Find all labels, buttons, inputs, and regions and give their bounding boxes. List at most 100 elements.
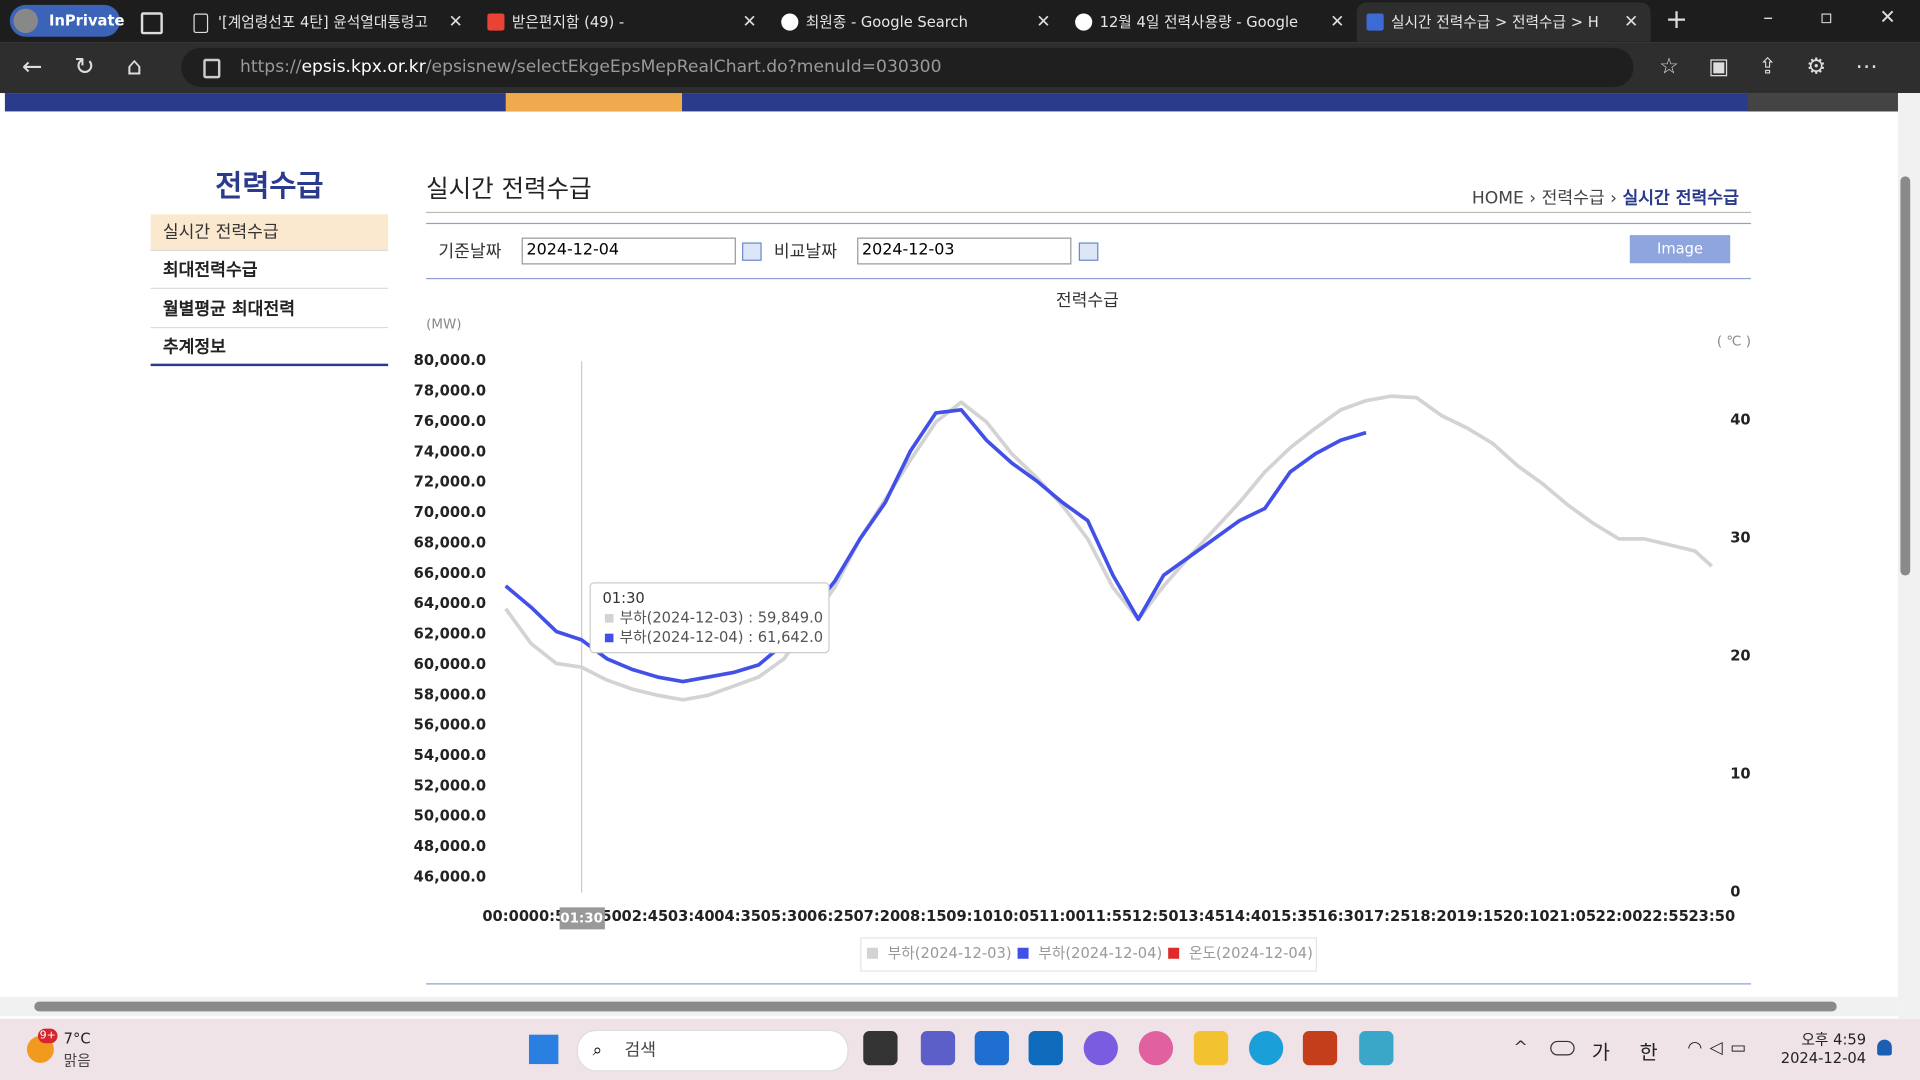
clock-time[interactable]: 오후 4:59 — [1801, 1031, 1867, 1049]
tooltip-title: 01:30 — [602, 590, 644, 607]
x-tick-label: 11:55 — [1085, 908, 1132, 925]
base-date-input[interactable]: 2024-12-04 — [521, 237, 736, 265]
tab-title: 최원종 - Google Search — [805, 13, 968, 31]
tab-actions[interactable] — [140, 12, 163, 35]
onedrive-icon[interactable] — [1550, 1040, 1575, 1056]
y2-tick-label: 20 — [1730, 647, 1750, 664]
app-icon[interactable] — [1248, 1031, 1284, 1066]
y-tick-label: 58,000.0 — [414, 686, 486, 703]
ime-lang[interactable]: 한 — [1639, 1040, 1658, 1065]
start-button[interactable] — [528, 1034, 559, 1065]
tab[interactable]: 12월 4일 전력사용량 - Google Se✕ — [1065, 2, 1356, 41]
x-tick-label: 08:15 — [900, 908, 947, 925]
base-date-label: 기준날짜 — [438, 242, 502, 263]
series-line — [504, 408, 1367, 684]
y2-tick-label: 40 — [1730, 411, 1750, 428]
address-bar[interactable]: https://epsis.kpx.or.kr/epsisnew/selectE… — [181, 47, 1634, 87]
menu-item[interactable]: 추계정보 — [150, 329, 389, 367]
inprivate-badge[interactable]: InPrivate — [9, 4, 124, 37]
toolbar-icons[interactable]: ☆▣⇪⚙⋯ — [1659, 53, 1907, 80]
x-tick-label: 04:35 — [714, 908, 761, 925]
y-tick-label: 50,000.0 — [414, 808, 486, 825]
x-tick-label: 02:45 — [621, 908, 668, 925]
divider — [426, 211, 1752, 214]
tab[interactable]: 받은편지함 (49) - dsyoon63@gm✕ — [478, 2, 769, 41]
url-path: /epsisnew/selectEkgeEpsMepRealChart.do?m… — [425, 57, 942, 78]
series-line — [504, 394, 1714, 702]
legend-swatch — [866, 947, 878, 959]
x-tick-label: 07:20 — [853, 908, 900, 925]
image-button[interactable]: Image — [1629, 235, 1731, 264]
top-nav-active[interactable] — [505, 93, 683, 112]
app-icon[interactable] — [1193, 1031, 1229, 1066]
app-icon[interactable] — [1138, 1031, 1174, 1066]
legend-label: 부하(2024-12-04) — [1038, 945, 1162, 962]
clock-date[interactable]: 2024-12-04 — [1780, 1049, 1867, 1067]
filter-bar — [426, 222, 1752, 280]
tab[interactable]: '[계엄령선포 4탄] 윤석열대통령고 ✕ — [184, 2, 475, 41]
tab-title: '[계엄령선포 4탄] 윤석열대통령고 — [217, 13, 428, 31]
crumb[interactable]: 전력수급 — [1541, 188, 1605, 209]
weather-text: 맑음 — [63, 1051, 91, 1069]
app-icon[interactable] — [920, 1031, 956, 1066]
app-icon[interactable] — [863, 1031, 898, 1066]
x-tick-label: 16:30 — [1317, 908, 1364, 925]
window-controls[interactable]: –▫✕ — [1763, 4, 1895, 29]
crumb[interactable]: HOME — [1471, 188, 1524, 209]
compare-date-input[interactable]: 2024-12-03 — [857, 237, 1072, 265]
app-icon[interactable] — [974, 1031, 1009, 1066]
crosshair-label-box — [559, 907, 605, 930]
y-tick-label: 56,000.0 — [414, 717, 486, 734]
weather-temp: 7°C — [63, 1029, 91, 1047]
y-tick-label: 54,000.0 — [414, 747, 486, 764]
app-icon[interactable] — [1028, 1031, 1063, 1066]
y-tick-label: 68,000.0 — [414, 534, 486, 551]
new-tab[interactable]: + — [1665, 4, 1688, 36]
notification-icon[interactable] — [1877, 1039, 1892, 1056]
tray-chevron[interactable]: ^ — [1513, 1038, 1528, 1058]
x-tick-label: 22:55 — [1642, 908, 1689, 925]
menu-item[interactable]: 월별평균 최대전력 — [150, 291, 389, 329]
x-tick-label: 11:00 — [1039, 908, 1086, 925]
calendar-icon[interactable] — [1078, 242, 1099, 261]
app-icon[interactable] — [1083, 1031, 1118, 1066]
y-tick-label: 52,000.0 — [414, 777, 486, 794]
breadcrumb: HOME › 전력수급 › 실시간 전력수급 — [1471, 188, 1739, 209]
calendar-icon[interactable] — [742, 242, 762, 261]
app-icon[interactable] — [1359, 1031, 1394, 1066]
y-axis-label: (MW) — [426, 317, 461, 332]
tooltip-item: 부하(2024-12-04) : 61,642.0 — [620, 629, 824, 646]
y-tick-label: 66,000.0 — [414, 565, 486, 582]
x-tick-label: 13:45 — [1178, 908, 1225, 925]
x-tick-label: 03:40 — [668, 908, 715, 925]
sidebar-title: 전력수급 — [215, 168, 324, 204]
menu-item-active[interactable]: 실시간 전력수급 — [150, 214, 389, 252]
x-tick-label: 10:05 — [993, 908, 1040, 925]
y2-tick-label: 0 — [1730, 884, 1740, 901]
x-tick-label: 05:30 — [761, 908, 808, 925]
y-tick-label: 80,000.0 — [414, 352, 486, 369]
badge: 9+ — [37, 1028, 58, 1044]
search-box[interactable]: 검색 ⌕ — [576, 1029, 849, 1072]
tooltip-item: 부하(2024-12-03) : 59,849.0 — [620, 609, 824, 626]
x-tick-label: 00:00 — [482, 908, 529, 925]
crosshair-label: 01:30 — [560, 911, 603, 926]
x-tick-label: 06:25 — [807, 908, 854, 925]
url-prefix: https:// — [240, 57, 302, 78]
y2-tick-label: 30 — [1730, 529, 1750, 546]
tab-active[interactable]: 실시간 전력수급 > 전력수급 > H ✕ — [1356, 2, 1651, 42]
x-tick-label: 15:35 — [1271, 908, 1318, 925]
tab[interactable]: 최원종 - Google Search ✕ — [771, 2, 1062, 41]
y-tick-label: 72,000.0 — [414, 474, 486, 491]
url: https://epsis.kpx.or.kr/epsisnew/selectE… — [240, 48, 941, 87]
tooltip-swatch — [604, 633, 614, 643]
nav-buttons[interactable]: ←↻⌂ — [22, 51, 175, 81]
crumb[interactable]: 실시간 전력수급 — [1622, 188, 1739, 209]
app-icon[interactable] — [1302, 1031, 1338, 1066]
ime-mode[interactable]: 가 — [1591, 1040, 1610, 1065]
menu-item[interactable]: 최대전력수급 — [150, 252, 389, 289]
y-tick-label: 64,000.0 — [414, 595, 486, 612]
tray-icons[interactable]: ◠◁▭ — [1687, 1038, 1754, 1058]
